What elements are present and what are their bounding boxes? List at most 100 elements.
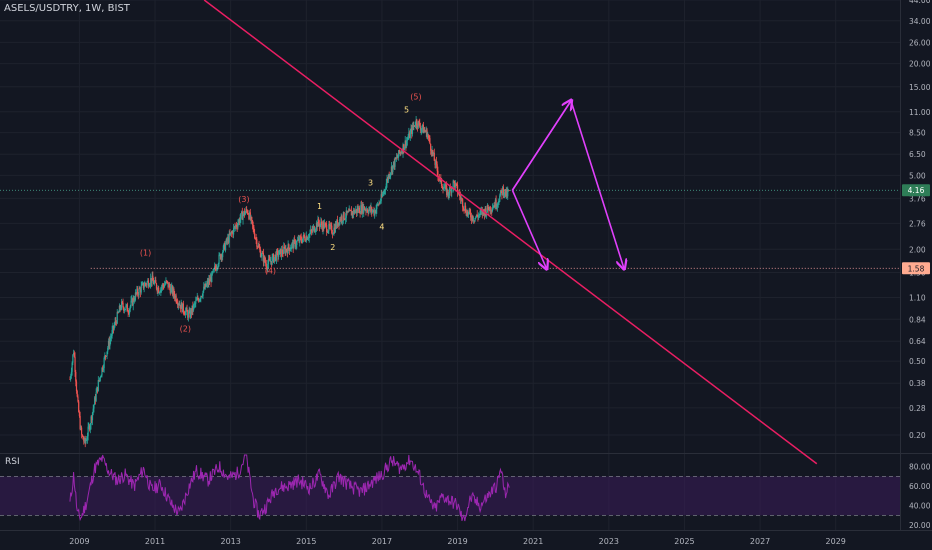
candle-body	[229, 233, 231, 235]
candle-body	[159, 291, 161, 293]
candle-body	[148, 285, 150, 287]
time-tick-label: 2029	[826, 537, 846, 546]
price-tick-label: 26.00	[909, 38, 931, 47]
candle-body	[308, 234, 310, 238]
candle-body	[310, 229, 312, 231]
candle-body	[186, 308, 188, 312]
candle-body	[325, 223, 327, 225]
candle-body	[487, 205, 489, 210]
wave-label: (1)	[140, 249, 151, 258]
candle-body	[139, 288, 141, 290]
candle-body	[387, 174, 390, 181]
time-tick-label: 2015	[296, 537, 316, 546]
candle-body	[356, 208, 358, 213]
candle-body	[190, 309, 193, 314]
candle-body	[317, 218, 319, 228]
candle-body	[232, 227, 235, 235]
candle-body	[501, 191, 503, 195]
candle-body	[270, 261, 272, 265]
price-tick-label: 5.00	[909, 171, 926, 180]
candle-body	[402, 144, 404, 154]
candle-body	[320, 221, 323, 225]
price-pane[interactable]	[69, 115, 510, 448]
candle-body	[211, 272, 214, 274]
candle-body	[456, 185, 459, 194]
candle-body	[193, 303, 195, 305]
candle-body	[283, 246, 286, 248]
candle-body	[217, 264, 219, 268]
candle-body	[371, 210, 374, 212]
candle-body	[137, 293, 139, 296]
candle-body	[476, 214, 478, 217]
candle-body	[363, 206, 365, 213]
candle-body	[246, 209, 248, 211]
candle-body	[219, 254, 221, 256]
candle-body	[485, 208, 487, 216]
candle-body	[296, 240, 298, 245]
candle-body	[205, 283, 207, 287]
candle-body	[180, 302, 182, 309]
candle-body	[398, 150, 400, 157]
price-tick-label: 0.50	[909, 357, 926, 366]
candle-body	[98, 380, 100, 381]
price-axis[interactable]: 44.00 34.00 26.00 20.00 15.00 11.00 8.50 6.50 5.…	[902, 0, 931, 530]
candle-body	[239, 218, 241, 223]
candle-body	[415, 119, 417, 126]
candle-body	[455, 183, 457, 184]
candle-body	[191, 305, 193, 314]
candle-body	[102, 367, 104, 370]
rsi-pane[interactable]	[0, 454, 900, 522]
candle-body	[211, 272, 213, 283]
candle-body	[100, 375, 102, 378]
candle-body	[134, 292, 137, 301]
candle-body	[144, 283, 147, 285]
candle-body	[503, 194, 505, 196]
candle-body	[414, 125, 416, 127]
candle-body	[224, 243, 226, 251]
candle-body	[322, 222, 324, 230]
candle-body	[290, 248, 292, 250]
candle-body	[423, 130, 425, 134]
candle-body	[311, 230, 313, 232]
trendline[interactable]	[203, 0, 818, 465]
candle-body	[261, 253, 263, 257]
candle-body	[330, 225, 332, 227]
candle-body	[342, 212, 344, 222]
candle-body	[300, 237, 302, 241]
candle-body	[141, 283, 143, 286]
candle-body	[171, 286, 174, 295]
candle-body	[90, 416, 92, 425]
candle-body	[200, 296, 203, 297]
candle-body	[155, 283, 158, 289]
candle-body	[336, 219, 339, 227]
candle-body	[263, 256, 265, 263]
candle-body	[133, 297, 135, 301]
candle-body	[416, 119, 418, 126]
candle-body	[69, 379, 71, 380]
candle-body	[397, 156, 399, 158]
candle-body	[182, 303, 184, 313]
candle-body	[114, 321, 116, 326]
candle-body	[414, 125, 416, 127]
candle-body	[478, 214, 480, 216]
projection-path[interactable]	[511, 189, 546, 268]
candle-body	[318, 223, 320, 227]
candle-body	[123, 307, 125, 311]
symbol-title[interactable]: ASELS/USDTRY, 1W, BIST	[4, 3, 130, 14]
candle-body	[394, 157, 396, 167]
candle-body	[296, 240, 299, 241]
candle-body	[146, 281, 148, 286]
candle-body	[354, 211, 356, 214]
candle-body	[207, 281, 209, 285]
candle-body	[192, 305, 194, 311]
candle-body	[319, 224, 321, 227]
time-axis[interactable]: 2009 2011 2013 2015 2017 2019 2021 2023 2025 2027…	[69, 537, 846, 546]
candle-body	[285, 248, 287, 254]
candle-body	[328, 223, 331, 227]
candle-body	[295, 244, 297, 247]
candle-body	[288, 247, 291, 251]
candle-body	[370, 207, 372, 211]
candle-body	[433, 152, 435, 161]
candle-body	[233, 226, 235, 228]
